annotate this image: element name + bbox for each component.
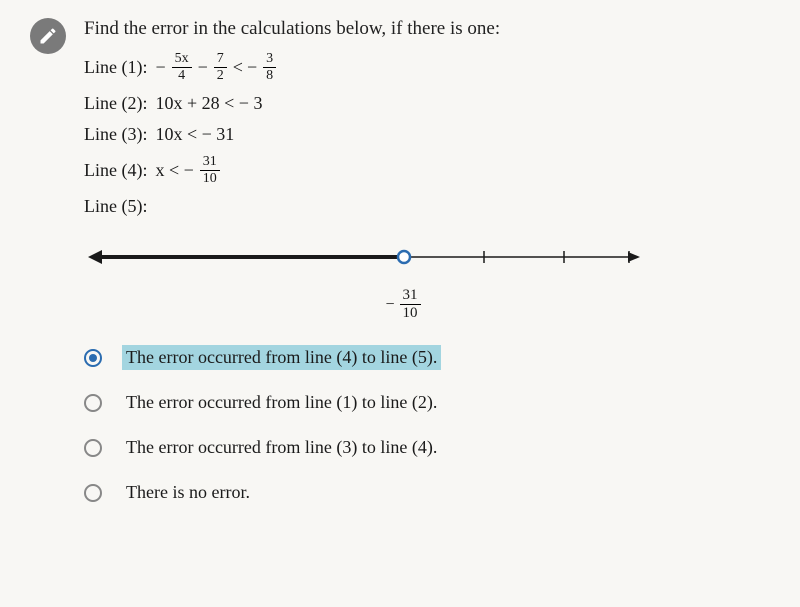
- pencil-icon: [38, 26, 58, 46]
- content-area: Find the error in the calculations below…: [84, 18, 770, 505]
- fraction: 3 8: [263, 52, 276, 83]
- lt-sign: <: [233, 57, 243, 78]
- line-5: Line (5):: [84, 196, 770, 217]
- neg-sign: −: [247, 57, 257, 78]
- denominator: 8: [266, 68, 273, 83]
- answer-option[interactable]: There is no error.: [84, 480, 770, 505]
- denominator: 10: [203, 171, 217, 186]
- option-text: The error occurred from line (1) to line…: [122, 390, 441, 415]
- numerator: 3: [263, 52, 276, 68]
- neg-sign: −: [155, 57, 165, 78]
- line-label: Line (5):: [84, 196, 147, 217]
- option-text: The error occurred from line (3) to line…: [122, 435, 441, 460]
- fraction: 31 10: [400, 288, 421, 321]
- numerator: 7: [214, 52, 227, 68]
- line-label: Line (4):: [84, 160, 147, 181]
- fraction: 5x 4: [172, 52, 192, 83]
- option-text: The error occurred from line (4) to line…: [122, 345, 441, 370]
- question-prompt: Find the error in the calculations below…: [84, 18, 770, 40]
- edit-badge: [30, 18, 66, 54]
- numerator: 5x: [172, 52, 192, 68]
- expr-text: 10x + 28 < − 3: [155, 93, 262, 114]
- radio-button[interactable]: [84, 394, 102, 412]
- answer-option[interactable]: The error occurred from line (3) to line…: [84, 435, 770, 460]
- denominator: 10: [403, 305, 418, 321]
- line-4: Line (4): x < − 31 10: [84, 155, 770, 186]
- radio-button[interactable]: [84, 439, 102, 457]
- fraction: 7 2: [214, 52, 227, 83]
- neg-sign: −: [385, 296, 394, 314]
- line-3: Line (3): 10x < − 31: [84, 124, 770, 145]
- answer-option[interactable]: The error occurred from line (4) to line…: [84, 345, 770, 370]
- denominator: 4: [178, 68, 185, 83]
- line-label: Line (1):: [84, 57, 147, 78]
- number-line-label: − 31 10: [124, 288, 684, 321]
- question-container: Find the error in the calculations below…: [0, 0, 800, 607]
- numerator: 31: [200, 155, 220, 171]
- minus-sign: −: [198, 57, 208, 78]
- answer-options: The error occurred from line (4) to line…: [84, 345, 770, 505]
- expr-text: x < −: [155, 160, 193, 181]
- expr-text: 10x < − 31: [155, 124, 234, 145]
- line-2: Line (2): 10x + 28 < − 3: [84, 93, 770, 114]
- number-line-wrap: − 31 10: [84, 237, 644, 321]
- fraction: 31 10: [200, 155, 220, 186]
- option-text: There is no error.: [122, 480, 254, 505]
- line-label: Line (2):: [84, 93, 147, 114]
- number-line: [84, 237, 644, 277]
- line-label: Line (3):: [84, 124, 147, 145]
- radio-button[interactable]: [84, 484, 102, 502]
- line-1: Line (1): − 5x 4 − 7 2 < − 3 8: [84, 52, 770, 83]
- answer-option[interactable]: The error occurred from line (1) to line…: [84, 390, 770, 415]
- radio-button[interactable]: [84, 349, 102, 367]
- numerator: 31: [400, 288, 421, 305]
- denominator: 2: [217, 68, 224, 83]
